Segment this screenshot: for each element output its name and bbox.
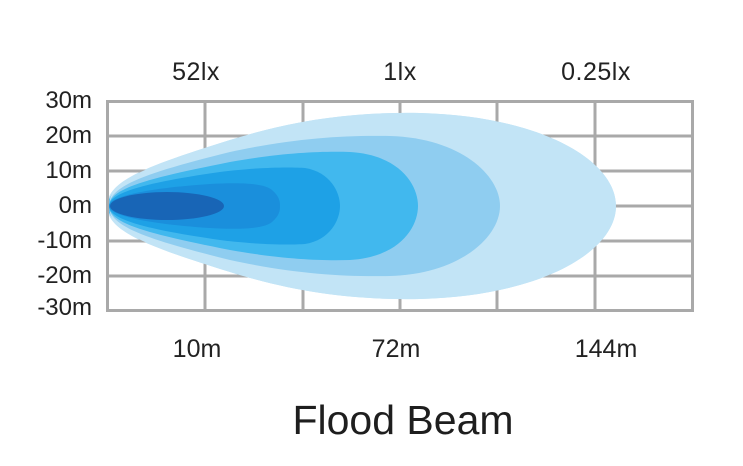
- y-tick-neg30m: -30m: [37, 294, 92, 321]
- y-tick-neg20m: -20m: [37, 262, 92, 289]
- y-tick-20m: 20m: [45, 122, 92, 149]
- y-tick-neg10m: -10m: [37, 227, 92, 254]
- distance-label-144m: 144m: [574, 335, 638, 363]
- distance-label-72m: 72m: [371, 335, 421, 363]
- illuminance-label-0-25lx: 0.25lx: [561, 58, 631, 86]
- distance-label-10m: 10m: [172, 335, 222, 363]
- y-tick-10m: 10m: [45, 157, 92, 184]
- illuminance-label-1lx: 1lx: [383, 58, 417, 86]
- chart-title: Flood Beam: [292, 397, 514, 443]
- beam-overlay: [109, 112, 616, 300]
- y-tick-0m: 0m: [58, 192, 92, 219]
- y-tick-30m: 30m: [45, 87, 92, 114]
- illuminance-label-52lx: 52lx: [172, 58, 220, 86]
